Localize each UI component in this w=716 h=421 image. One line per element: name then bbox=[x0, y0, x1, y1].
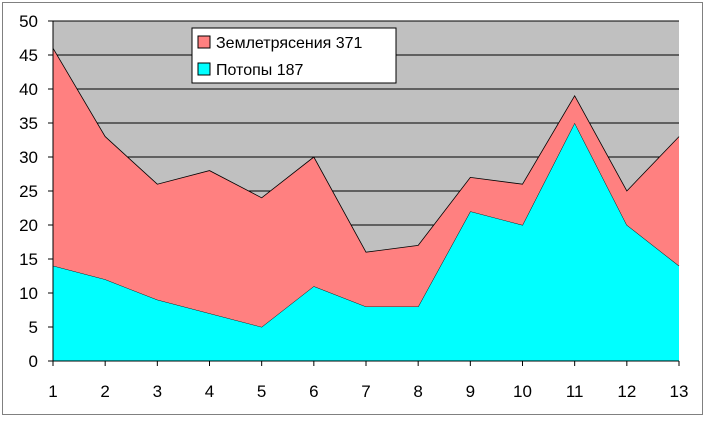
x-tick-label: 2 bbox=[100, 382, 109, 401]
x-tick-label: 3 bbox=[153, 382, 162, 401]
y-tick-label: 20 bbox=[19, 216, 38, 235]
legend-box bbox=[191, 27, 397, 84]
y-tick-label: 30 bbox=[19, 148, 38, 167]
y-tick-label: 25 bbox=[19, 182, 38, 201]
x-tick-label: 10 bbox=[513, 382, 532, 401]
x-tick-label: 8 bbox=[413, 382, 422, 401]
legend: Землетрясения 371 Потопы 187 bbox=[191, 27, 397, 84]
area-series-1 bbox=[53, 48, 679, 327]
x-tick-label: 4 bbox=[205, 382, 214, 401]
x-tick-label: 6 bbox=[309, 382, 318, 401]
legend-swatch-earthquakes bbox=[197, 35, 211, 49]
y-tick-label: 40 bbox=[19, 80, 38, 99]
y-tick-label: 35 bbox=[19, 114, 38, 133]
area-series-0 bbox=[53, 123, 679, 361]
legend-label-earthquakes: Землетрясения 371 bbox=[216, 35, 363, 52]
x-tick-label: 13 bbox=[670, 382, 689, 401]
x-tick-label: 11 bbox=[566, 382, 584, 401]
x-tick-label: 5 bbox=[257, 382, 266, 401]
y-tick-label: 50 bbox=[19, 12, 38, 31]
area-series-1-outline bbox=[52, 47, 680, 253]
y-tick-label: 5 bbox=[29, 318, 38, 337]
x-tick-label: 7 bbox=[361, 382, 370, 401]
y-tick-label: 15 bbox=[19, 250, 38, 269]
x-tick-label: 9 bbox=[466, 382, 475, 401]
y-tick-label: 10 bbox=[19, 284, 38, 303]
x-tick-label: 12 bbox=[617, 382, 636, 401]
x-tick-label: 1 bbox=[48, 382, 57, 401]
y-tick-label: 0 bbox=[29, 352, 38, 371]
y-tick-label: 45 bbox=[19, 46, 38, 65]
legend-swatch-floods bbox=[197, 62, 211, 76]
legend-label-floods: Потопы 187 bbox=[216, 62, 304, 79]
